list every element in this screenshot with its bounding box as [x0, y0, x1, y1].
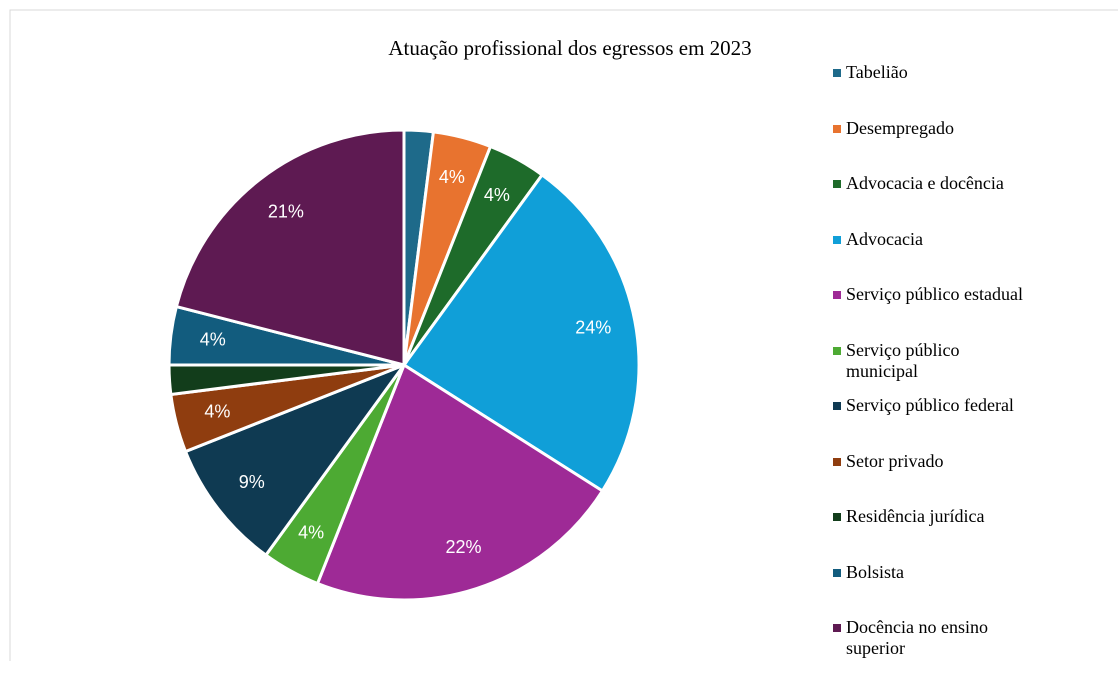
legend-swatch	[833, 624, 841, 632]
slice	[183, 361, 409, 558]
legend-label: Bolsista	[846, 561, 905, 582]
legend-label: Advocacia	[846, 228, 923, 249]
data-label: 4%	[204, 402, 230, 422]
data-label: 21%	[268, 201, 304, 221]
frame	[9, 9, 1118, 661]
legend-item: Advocacia	[833, 229, 1033, 285]
legend-label: Advocacia e docência	[846, 173, 1004, 193]
legend-label: Serviço público federal	[846, 395, 1014, 415]
slice	[315, 362, 605, 602]
legend-label: Tabelião	[846, 62, 908, 82]
legend-item: Serviço público estadual	[833, 284, 1033, 340]
legend-item: Serviço público federal	[833, 395, 1033, 451]
legend-item: Residência jurídica	[833, 506, 1033, 562]
legend-label: Serviço público estadual	[846, 284, 1023, 304]
legend-swatch	[833, 346, 841, 355]
legend: Tabelião Desempregado Advocacia e docência…	[833, 62, 1033, 673]
slice	[174, 128, 406, 367]
legend-item: Setor privado	[833, 451, 1033, 507]
legend-swatch	[833, 235, 841, 244]
legend-label: Setor privado	[846, 450, 944, 471]
legend-item: Desempregado	[833, 118, 1033, 174]
data-label: 22%	[446, 537, 482, 557]
slice	[401, 172, 641, 493]
data-label: 4%	[484, 185, 510, 205]
data-label: 4%	[298, 523, 324, 543]
legend-swatch	[833, 124, 841, 133]
data-label: 24%	[575, 318, 611, 338]
legend-label: Residência jurídica	[846, 506, 985, 526]
chart-title: Atuação profissional dos egressos em 202…	[388, 36, 751, 60]
legend-swatch	[833, 291, 841, 299]
legend-label: Serviço público municipal	[846, 339, 960, 381]
legend-swatch	[833, 180, 841, 188]
legend-label: Desempregado	[846, 117, 954, 138]
legend-swatch	[833, 69, 841, 77]
legend-swatch	[833, 568, 841, 577]
legend-item: Tabelião	[833, 62, 1033, 118]
legend-item: Advocacia e docência	[833, 173, 1033, 229]
legend-swatch	[833, 513, 841, 521]
data-label: 9%	[239, 472, 265, 492]
data-label: 4%	[439, 167, 465, 187]
legend-item: Serviço público municipal	[833, 340, 1033, 396]
legend-item: Bolsista	[833, 562, 1033, 618]
legend-swatch	[833, 457, 841, 466]
legend-swatch	[833, 402, 841, 410]
legend-label: Docência no ensino superior	[846, 617, 988, 658]
data-label: 4%	[200, 330, 226, 350]
legend-item: Docência no ensino superior	[833, 617, 1033, 673]
